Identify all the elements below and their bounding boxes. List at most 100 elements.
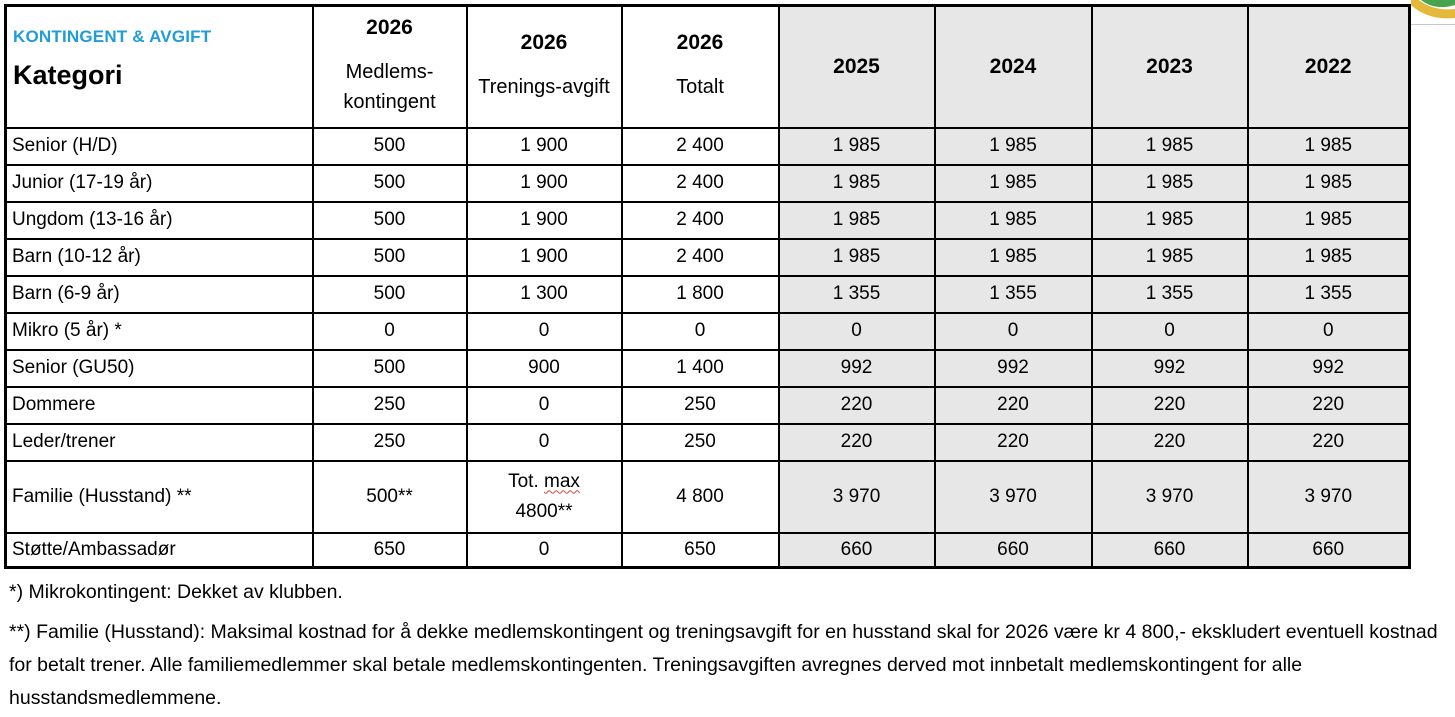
header-2026-totalt: 2026 Totalt <box>620 4 780 129</box>
fee-value-cell: 1 985 <box>933 126 1093 166</box>
club-logo-fragment <box>1411 0 1455 30</box>
fee-value-cell: 1 985 <box>1246 163 1411 203</box>
row-category-label: Senior (H/D) <box>4 126 314 166</box>
fee-table: KONTINGENT & AVGIFT Kategori 2026 Medlem… <box>4 4 1411 569</box>
fee-value-cell: 2 400 <box>620 200 780 240</box>
fee-value-cell: 660 <box>1090 531 1249 569</box>
fee-value-cell: 500 <box>311 126 468 166</box>
fee-note-text: Tot. <box>508 470 544 492</box>
fee-value-cell: 1 900 <box>465 126 623 166</box>
row-category-label: Junior (17-19 år) <box>4 163 314 203</box>
header-category-cell: KONTINGENT & AVGIFT Kategori <box>4 4 314 129</box>
table-header-row: KONTINGENT & AVGIFT Kategori 2026 Medlem… <box>4 4 1411 129</box>
header-2024: 2024 <box>933 4 1093 129</box>
fee-value-cell: 4 800 <box>620 459 780 534</box>
table-row: Ungdom (13-16 år) 500 1 900 2 400 1 985 1 985… <box>4 200 1411 240</box>
fee-value-cell: 1 355 <box>777 274 936 314</box>
fee-value-cell: 660 <box>933 531 1093 569</box>
fee-note-text: 4800** <box>515 500 573 522</box>
table-row: Junior (17-19 år) 500 1 900 2 400 1 985 1 985… <box>4 163 1411 203</box>
fee-value-cell: 1 355 <box>1246 274 1411 314</box>
fee-value-cell: 3 970 <box>777 459 936 534</box>
fee-value-cell: 0 <box>777 311 936 351</box>
fee-value-cell: 0 <box>1090 311 1249 351</box>
table-row: Dommere 250 0 250 220 220 220 220 <box>4 385 1411 425</box>
fee-value-cell: 0 <box>465 385 623 425</box>
fee-value-cell: 220 <box>933 385 1093 425</box>
fee-value-cell: 0 <box>933 311 1093 351</box>
fee-value-cell: 2 400 <box>620 237 780 277</box>
footnotes: *) Mikrokontingent: Dekket av klubben. *… <box>9 576 1449 715</box>
fee-value-cell: 250 <box>311 422 468 462</box>
fee-value-cell: 1 985 <box>933 163 1093 203</box>
fee-value-cell: 2 400 <box>620 163 780 203</box>
fee-value-cell: 500 <box>311 200 468 240</box>
fee-value-cell: 1 985 <box>1090 237 1249 277</box>
header-2026-treningsavgift: 2026 Trenings-avgift <box>465 4 623 129</box>
header-label: Totalt <box>676 76 724 99</box>
fee-value-cell: 500 <box>311 274 468 314</box>
header-label-line: Medlems- <box>345 61 434 84</box>
row-category-label: Barn (10-12 år) <box>4 237 314 277</box>
fee-value-cell: 660 <box>1246 531 1411 569</box>
fee-value-cell: 1 985 <box>933 237 1093 277</box>
fee-value-cell: 992 <box>933 348 1093 388</box>
fee-value-cell: 1 355 <box>933 274 1093 314</box>
fee-value-cell: 1 985 <box>1090 163 1249 203</box>
fee-value-cell: 1 355 <box>1090 274 1249 314</box>
fee-value-cell: 1 985 <box>777 126 936 166</box>
table-row: Senior (H/D) 500 1 900 2 400 1 985 1 985 1 985… <box>4 126 1411 166</box>
fee-value-cell: 220 <box>1246 422 1411 462</box>
fee-value-cell: 220 <box>1090 422 1249 462</box>
fee-table-header: KONTINGENT & AVGIFT Kategori 2026 Medlem… <box>4 4 1411 129</box>
fee-value-cell: 0 <box>620 311 780 351</box>
fee-value-cell: 0 <box>465 531 623 569</box>
row-category-label: Familie (Husstand) ** <box>4 459 314 534</box>
spellcheck-word: max <box>544 470 580 492</box>
fee-value-cell: 650 <box>620 531 780 569</box>
fee-table-body: Senior (H/D) 500 1 900 2 400 1 985 1 985 1 985… <box>4 126 1411 569</box>
fee-value-cell: 1 985 <box>777 200 936 240</box>
fee-value-cell: 250 <box>311 385 468 425</box>
fee-value-cell: 660 <box>777 531 936 569</box>
fee-value-cell: 3 970 <box>1246 459 1411 534</box>
table-row: Mikro (5 år) * 0 0 0 0 0 0 0 <box>4 311 1411 351</box>
fee-value-cell: 1 985 <box>933 200 1093 240</box>
fee-value-cell: 500** <box>311 459 468 534</box>
fee-value-cell: 0 <box>465 311 623 351</box>
row-category-label: Senior (GU50) <box>4 348 314 388</box>
fee-value-cell: 500 <box>311 348 468 388</box>
fee-value-cell: 650 <box>311 531 468 569</box>
header-label: Trenings-avgift <box>478 76 610 99</box>
fee-value-cell: 992 <box>1246 348 1411 388</box>
fee-value-cell: 1 400 <box>620 348 780 388</box>
fee-value-cell: 1 800 <box>620 274 780 314</box>
row-category-label: Mikro (5 år) * <box>4 311 314 351</box>
fee-value-cell: 500 <box>311 237 468 277</box>
header-2022: 2022 <box>1246 4 1411 129</box>
table-row: Støtte/Ambassadør 650 0 650 660 660 660 660 <box>4 531 1411 569</box>
slide-edge-divider <box>1411 24 1455 25</box>
category-column-title: Kategori <box>13 60 123 90</box>
header-year: 2026 <box>676 31 724 55</box>
fee-value-cell: 220 <box>1090 385 1249 425</box>
fee-value-cell: 1 985 <box>777 163 936 203</box>
fee-value-cell: 0 <box>465 422 623 462</box>
fee-value-cell: 1 300 <box>465 274 623 314</box>
fee-value-cell: 1 900 <box>465 237 623 277</box>
fee-value-cell: 1 900 <box>465 200 623 240</box>
fee-value-cell: 3 970 <box>1090 459 1249 534</box>
footnote-family: **) Familie (Husstand): Maksimal kostnad… <box>9 621 1438 709</box>
table-row: Leder/trener 250 0 250 220 220 220 220 <box>4 422 1411 462</box>
footnote-micro: *) Mikrokontingent: Dekket av klubben. <box>9 581 343 603</box>
fee-value-cell: 3 970 <box>933 459 1093 534</box>
fee-value-cell: 992 <box>777 348 936 388</box>
fee-value-cell: 1 985 <box>1090 200 1249 240</box>
fee-value-cell: 0 <box>311 311 468 351</box>
header-2025: 2025 <box>777 4 936 129</box>
fee-value-cell: 0 <box>1246 311 1411 351</box>
table-row: Familie (Husstand) ** 500** Tot. max 4800**… <box>4 459 1411 534</box>
header-year: 2026 <box>366 16 413 40</box>
header-2026-medlemskontingent: 2026 Medlems- kontingent <box>311 4 468 129</box>
fee-value-cell: 220 <box>933 422 1093 462</box>
